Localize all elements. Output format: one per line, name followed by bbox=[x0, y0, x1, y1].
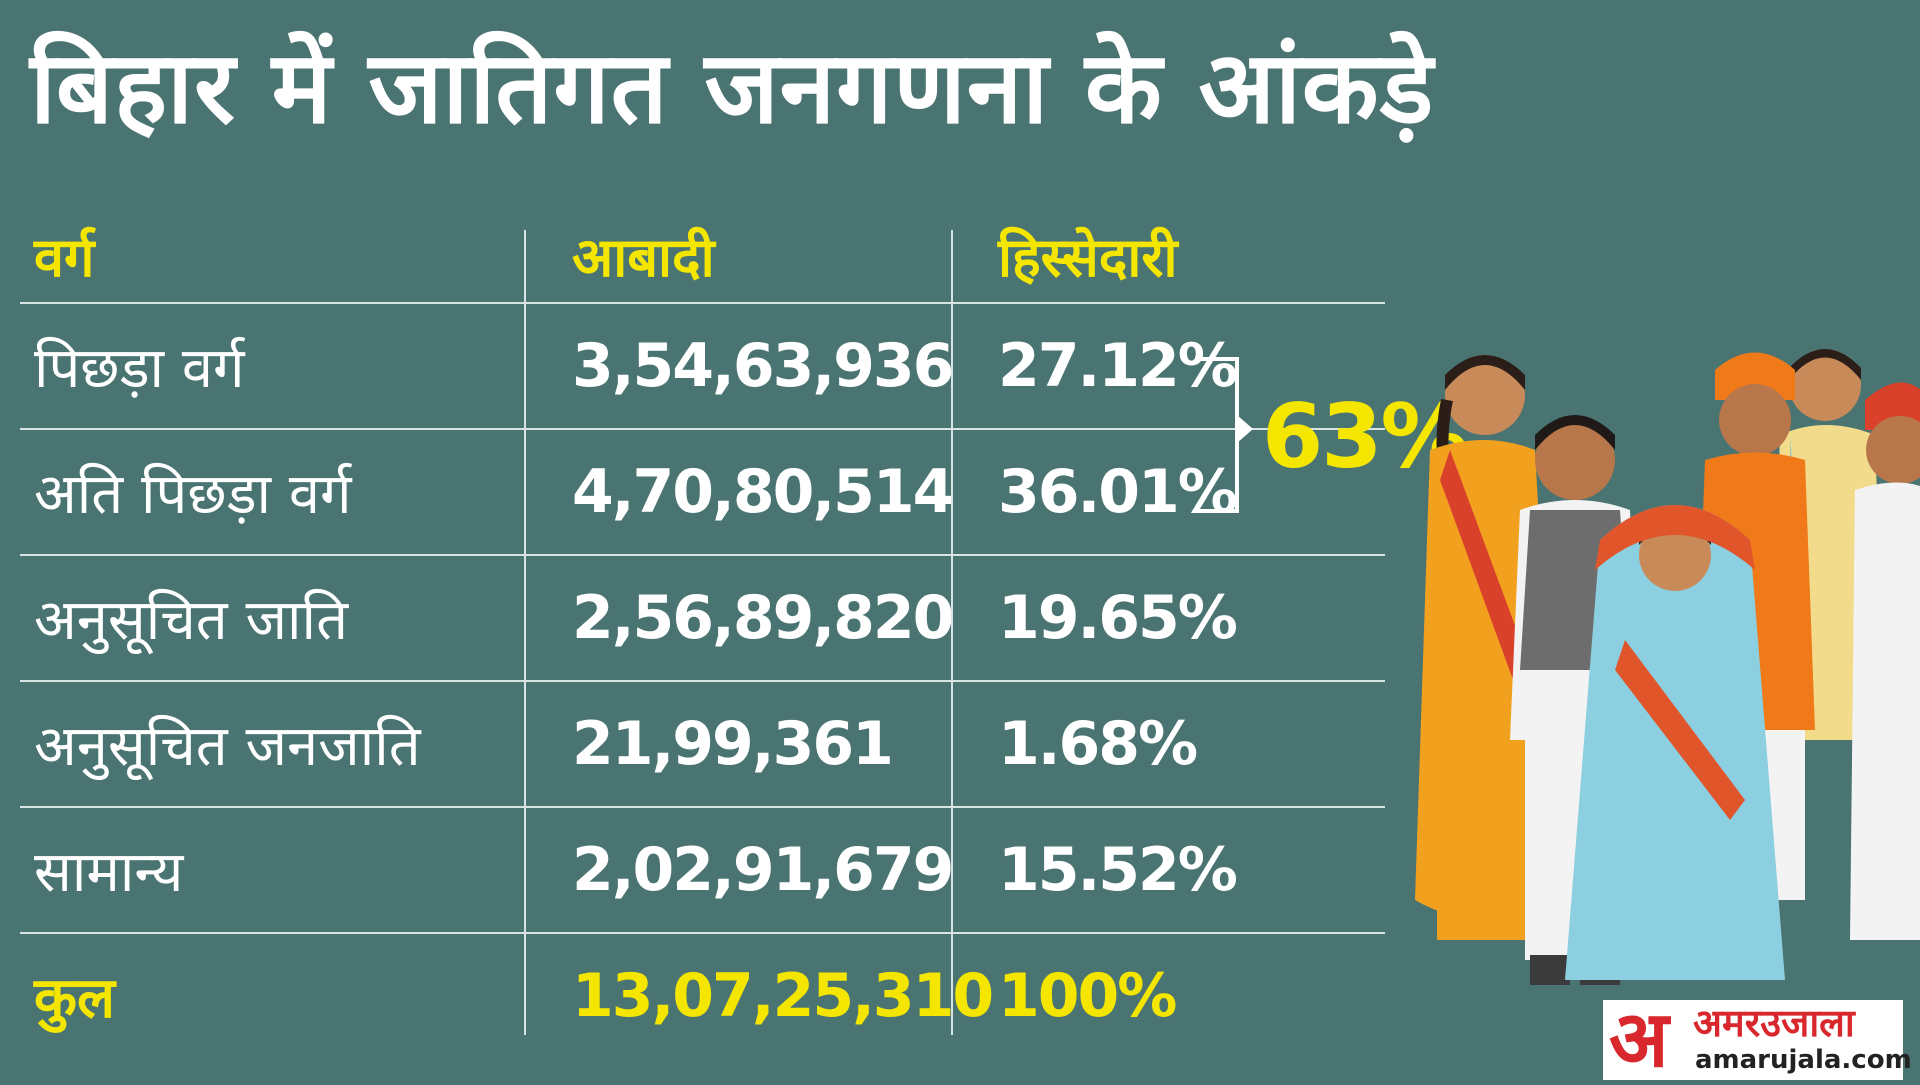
total-share: 100% bbox=[998, 961, 1177, 1031]
table-row: अनुसूचित जाति 2,56,89,820 19.65% bbox=[20, 554, 1385, 680]
bracket-icon bbox=[1195, 357, 1239, 513]
page-title: बिहार में जातिगत जनगणना के आंकड़े bbox=[30, 29, 1435, 146]
woman-blue-sari-figure bbox=[1565, 505, 1785, 980]
table-row: सामान्य 2,02,91,679 15.52% bbox=[20, 806, 1385, 932]
row-population: 21,99,361 bbox=[572, 709, 894, 779]
row-population: 2,56,89,820 bbox=[572, 583, 954, 653]
table-row: अति पिछड़ा वर्ग 4,70,80,514 36.01% bbox=[20, 428, 1385, 554]
row-category: अनुसूचित जनजाति bbox=[34, 714, 421, 779]
man-red-turban-figure bbox=[1850, 382, 1920, 940]
amar-ujala-logo: अ अमरउजाला amarujala.com bbox=[1603, 995, 1912, 1085]
row-category: पिछड़ा वर्ग bbox=[34, 336, 245, 401]
row-share: 1.68% bbox=[998, 709, 1198, 779]
column-divider bbox=[524, 230, 526, 1035]
caste-census-table: वर्ग आबादी हिस्सेदारी पिछड़ा वर्ग 3,54,6… bbox=[20, 208, 1385, 1058]
column-divider bbox=[951, 230, 953, 1035]
column-header-share: हिस्सेदारी bbox=[998, 226, 1178, 289]
logo-mark: अ bbox=[1609, 995, 1669, 1085]
row-category: अनुसूचित जाति bbox=[34, 588, 348, 653]
people-illustration bbox=[1415, 349, 1920, 985]
row-category: सामान्य bbox=[34, 840, 184, 905]
logo-name: अमरउजाला bbox=[1693, 1001, 1855, 1045]
row-share: 27.12% bbox=[998, 331, 1238, 401]
row-population: 4,70,80,514 bbox=[572, 457, 954, 527]
bracket-arrow-icon bbox=[1237, 415, 1253, 443]
row-share: 19.65% bbox=[998, 583, 1238, 653]
total-population: 13,07,25,310 bbox=[572, 961, 994, 1031]
table-row: पिछड़ा वर्ग 3,54,63,936 27.12% bbox=[20, 302, 1385, 428]
row-population: 2,02,91,679 bbox=[572, 835, 954, 905]
table-total-row: कुल 13,07,25,310 100% bbox=[20, 932, 1385, 1058]
table-row: अनुसूचित जनजाति 21,99,361 1.68% bbox=[20, 680, 1385, 806]
row-population: 3,54,63,936 bbox=[572, 331, 954, 401]
total-category: कुल bbox=[34, 966, 115, 1031]
row-category: अति पिछड़ा वर्ग bbox=[34, 462, 352, 527]
row-share: 15.52% bbox=[998, 835, 1238, 905]
table-header: वर्ग आबादी हिस्सेदारी bbox=[20, 208, 1385, 302]
column-header-category: वर्ग bbox=[34, 226, 95, 289]
column-header-population: आबादी bbox=[572, 226, 715, 289]
logo-url: amarujala.com bbox=[1695, 1045, 1912, 1075]
row-share: 36.01% bbox=[998, 457, 1238, 527]
